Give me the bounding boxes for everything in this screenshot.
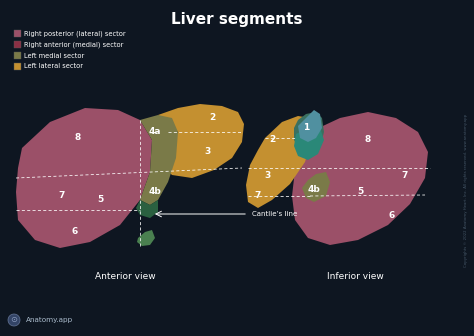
Text: ⊙: ⊙ — [10, 316, 18, 325]
Polygon shape — [140, 115, 178, 205]
Text: 6: 6 — [72, 227, 78, 237]
Polygon shape — [302, 172, 330, 202]
Text: Right posterior (lateral) sector: Right posterior (lateral) sector — [24, 30, 126, 37]
Text: Liver segments: Liver segments — [171, 12, 303, 27]
Text: 6: 6 — [389, 210, 395, 219]
Text: 2: 2 — [209, 114, 215, 123]
Text: Anatomy.app: Anatomy.app — [26, 317, 73, 323]
Text: 5: 5 — [97, 196, 103, 205]
Text: 8: 8 — [75, 133, 81, 142]
Text: 4b: 4b — [308, 185, 320, 195]
Text: 4a: 4a — [149, 127, 161, 136]
Text: 7: 7 — [255, 191, 261, 200]
Text: Copyrights © 2022 Anatomy Heart, Inc. All rights reserved. www.anatomy.app: Copyrights © 2022 Anatomy Heart, Inc. Al… — [464, 114, 468, 266]
FancyBboxPatch shape — [14, 30, 21, 37]
Polygon shape — [246, 116, 312, 208]
Text: 8: 8 — [365, 135, 371, 144]
Polygon shape — [292, 112, 428, 245]
Polygon shape — [136, 200, 158, 218]
Text: Left lateral sector: Left lateral sector — [24, 64, 83, 70]
Text: 1: 1 — [303, 124, 309, 132]
FancyBboxPatch shape — [14, 63, 21, 70]
Polygon shape — [16, 108, 152, 248]
Text: Cantlie’s line: Cantlie’s line — [252, 211, 297, 217]
Polygon shape — [294, 124, 324, 160]
Polygon shape — [137, 230, 155, 246]
Text: 5: 5 — [357, 187, 363, 197]
Circle shape — [8, 314, 20, 326]
Text: 2: 2 — [269, 135, 275, 144]
Polygon shape — [294, 112, 324, 154]
Text: 4b: 4b — [149, 187, 161, 197]
Text: 3: 3 — [205, 148, 211, 157]
Text: Anterior view: Anterior view — [95, 272, 155, 281]
Polygon shape — [298, 110, 322, 142]
Text: Inferior view: Inferior view — [327, 272, 383, 281]
Text: Right anterior (medial) sector: Right anterior (medial) sector — [24, 41, 123, 48]
FancyBboxPatch shape — [14, 41, 21, 48]
Text: 3: 3 — [265, 170, 271, 179]
Polygon shape — [158, 104, 244, 178]
Text: 7: 7 — [402, 170, 408, 179]
FancyBboxPatch shape — [14, 52, 21, 59]
Text: 7: 7 — [59, 191, 65, 200]
Text: Left medial sector: Left medial sector — [24, 52, 84, 58]
